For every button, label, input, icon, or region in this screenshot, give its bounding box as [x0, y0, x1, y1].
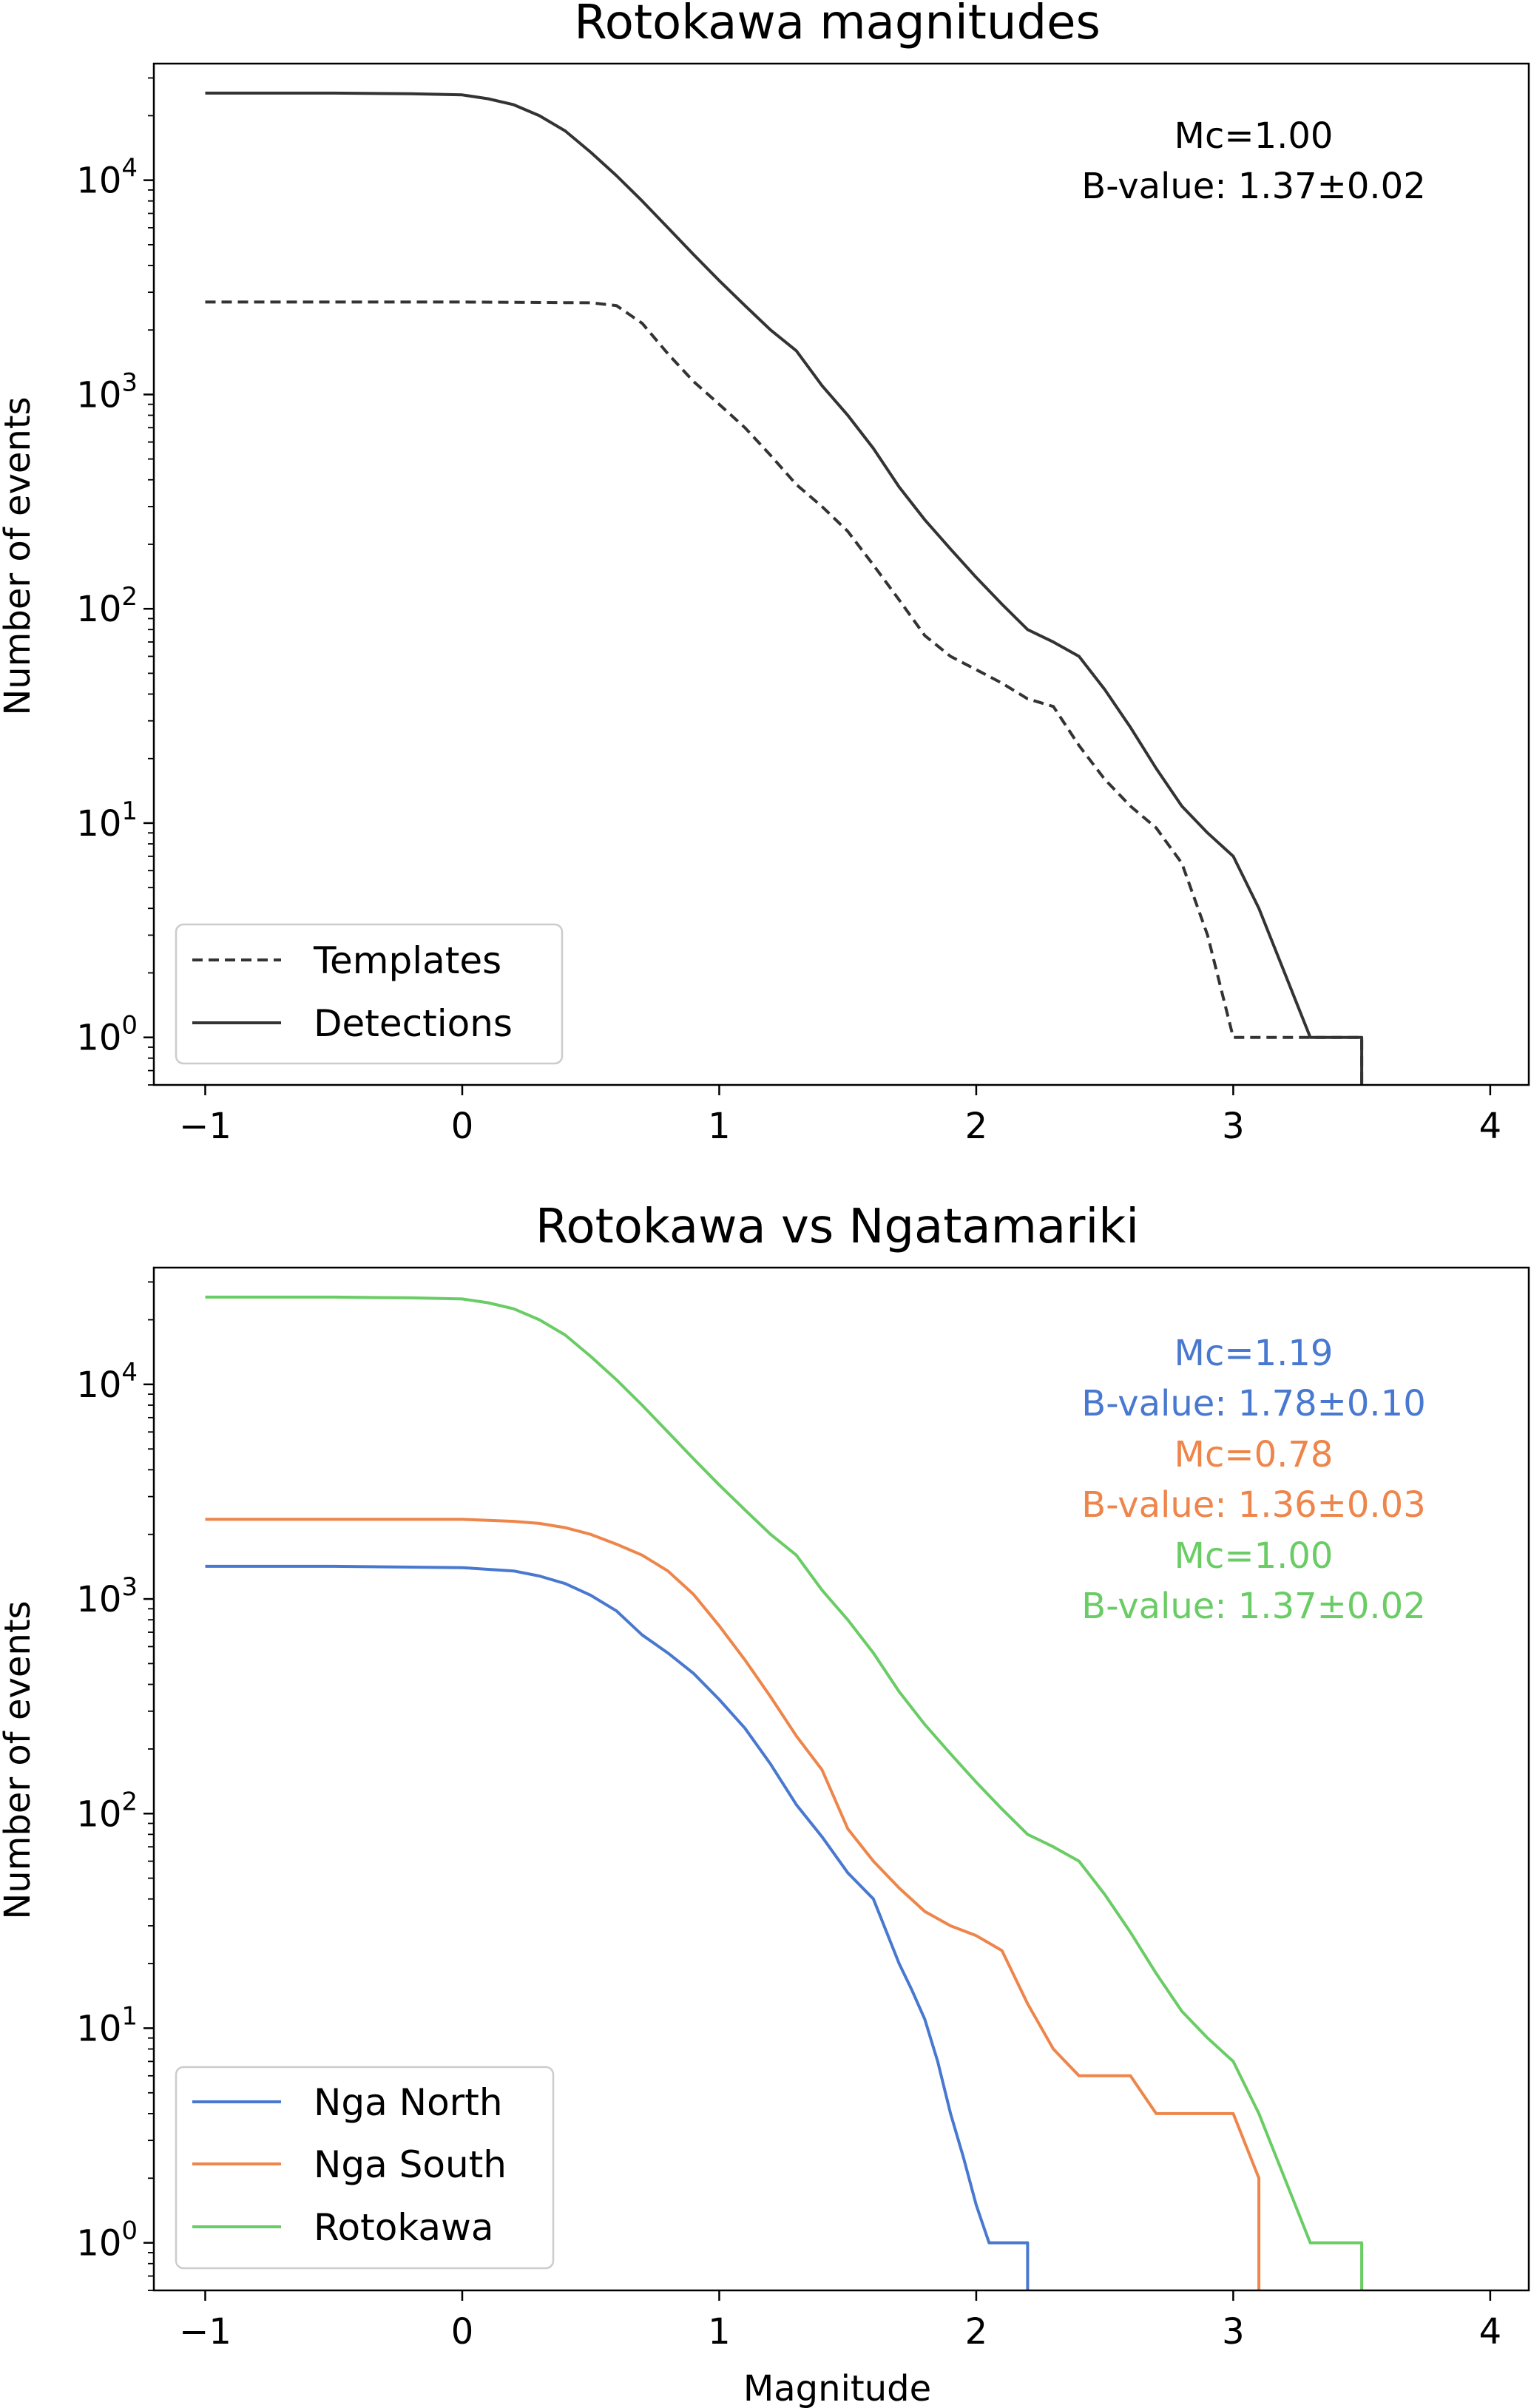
- y-tick-label: 100: [76, 1011, 138, 1059]
- x-tick-label: 1: [708, 2311, 731, 2353]
- y-tick-label: 102: [76, 1787, 138, 1835]
- x-tick-label: 4: [1479, 2311, 1502, 2353]
- series-line-templates: [205, 300, 1364, 1085]
- chart-panel-rotokawa: Rotokawa magnitudes Number of events −1 0…: [0, 0, 1530, 1147]
- legend-label-templates: Templates: [313, 939, 501, 982]
- y-axis-label: Number of events: [0, 396, 38, 715]
- b-value-annotation-rotokawa: B-value: 1.37±0.02: [1081, 1586, 1425, 1627]
- y-tick-label: 104: [76, 154, 138, 202]
- y-tick-label: 104: [76, 1358, 138, 1406]
- annotation-block: Mc=1.19 B-value: 1.78±0.10 Mc=0.78 B-val…: [1081, 1333, 1425, 1627]
- x-tick-label: 2: [965, 1106, 988, 1147]
- mc-annotation-nga-south: Mc=0.78: [1175, 1434, 1334, 1475]
- plot-frame: [152, 1266, 1530, 2292]
- legend: Nga North Nga South Rotokawa: [175, 2066, 555, 2270]
- y-tick-label: 102: [76, 582, 138, 630]
- legend: Templates Detections: [175, 923, 564, 1065]
- chart-title: Rotokawa vs Ngatamariki: [535, 1200, 1139, 1254]
- legend-label-rotokawa: Rotokawa: [314, 2206, 494, 2249]
- x-tick-label: 3: [1222, 2311, 1245, 2353]
- y-ticks: 100 101 102 103 104: [76, 1281, 154, 2291]
- plot-frame: [152, 62, 1530, 1086]
- x-ticks: −1 0 1 2 3 4: [179, 2290, 1501, 2353]
- mc-annotation-rotokawa: Mc=1.00: [1175, 1535, 1334, 1577]
- series-group: [205, 91, 1364, 1085]
- series-line-detections: [205, 91, 1364, 1085]
- y-tick-label: 100: [76, 2216, 138, 2265]
- annotation-block: Mc=1.00 B-value: 1.37±0.02: [1081, 115, 1425, 207]
- legend-label-nga-south: Nga South: [314, 2143, 507, 2186]
- b-value-annotation-nga-south: B-value: 1.36±0.03: [1081, 1484, 1425, 1526]
- series-line-rotokawa: [205, 1295, 1364, 2290]
- chart-title: Rotokawa magnitudes: [574, 0, 1101, 50]
- y-axis-label: Number of events: [0, 1600, 38, 1919]
- x-axis-label: Magnitude: [743, 2368, 931, 2408]
- y-tick-label: 103: [76, 368, 138, 416]
- y-tick-label: 103: [76, 1572, 138, 1620]
- x-tick-label: −1: [179, 2311, 231, 2353]
- b-value-annotation: B-value: 1.37±0.02: [1081, 166, 1425, 207]
- legend-box: [175, 923, 564, 1065]
- series-group: [205, 1295, 1364, 2290]
- legend-label-detections: Detections: [314, 1002, 513, 1045]
- x-tick-label: 1: [708, 1106, 731, 1147]
- b-value-annotation-nga-north: B-value: 1.78±0.10: [1081, 1383, 1425, 1424]
- legend-box: [175, 2066, 555, 2270]
- y-ticks: 100 101 102 103 104: [76, 77, 154, 1086]
- mc-annotation: Mc=1.00: [1175, 115, 1334, 157]
- x-tick-label: 0: [451, 2311, 474, 2353]
- series-line-nga-south: [205, 1518, 1261, 2290]
- x-tick-label: 3: [1222, 1106, 1245, 1147]
- x-tick-label: 4: [1479, 1106, 1502, 1147]
- x-tick-label: 0: [451, 1106, 474, 1147]
- x-tick-label: −1: [179, 1106, 231, 1147]
- legend-label-nga-north: Nga North: [314, 2081, 503, 2124]
- chart-panel-comparison: Rotokawa vs Ngatamariki Number of events…: [0, 1200, 1530, 2408]
- x-tick-label: 2: [965, 2311, 988, 2353]
- mc-annotation-nga-north: Mc=1.19: [1175, 1333, 1334, 1374]
- x-ticks: −1 0 1 2 3 4: [179, 1085, 1501, 1147]
- y-tick-label: 101: [76, 797, 138, 845]
- y-tick-label: 101: [76, 2001, 138, 2049]
- series-line-nga-north: [205, 1564, 1030, 2290]
